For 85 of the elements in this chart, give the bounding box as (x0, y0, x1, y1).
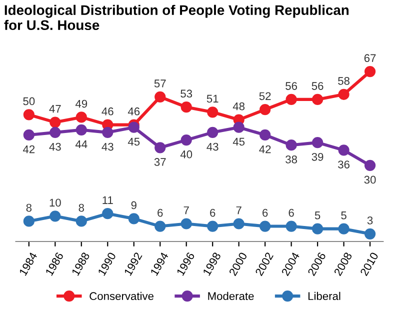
data-label: 11 (102, 196, 113, 204)
data-label: 6 (288, 208, 294, 217)
data-label: 57 (154, 80, 166, 88)
data-label: 50 (23, 97, 35, 106)
point (154, 142, 166, 154)
point (76, 124, 87, 136)
data-label: 37 (154, 158, 166, 166)
data-label: 39 (312, 152, 324, 161)
data-label: 30 (364, 176, 376, 184)
point (23, 216, 34, 227)
data-label: 46 (128, 107, 140, 116)
point (286, 94, 297, 106)
data-label: 48 (232, 102, 245, 110)
data-label: 42 (259, 145, 271, 154)
data-label: 43 (206, 142, 218, 151)
point (364, 66, 376, 78)
point (364, 228, 376, 240)
data-label: 10 (50, 198, 61, 207)
data-label: 43 (49, 142, 61, 151)
point (312, 94, 324, 106)
data-label: 58 (338, 77, 350, 85)
data-label: 38 (286, 156, 298, 164)
point (286, 220, 297, 232)
point (128, 122, 140, 133)
data-label: 51 (206, 94, 218, 103)
point (23, 129, 34, 141)
data-label: 45 (128, 138, 140, 146)
point (180, 134, 192, 146)
point (260, 104, 271, 116)
point (154, 220, 166, 232)
data-label: 42 (22, 145, 35, 154)
data-label: 7 (184, 206, 189, 214)
point (102, 208, 114, 220)
point (50, 210, 61, 222)
data-label: 6 (158, 208, 163, 217)
data-label: 44 (75, 140, 88, 148)
legend-label: Conservative (90, 292, 154, 300)
data-label: 56 (312, 82, 324, 90)
data-label: 8 (26, 204, 32, 212)
point (50, 116, 61, 128)
data-label: 8 (78, 204, 84, 212)
point (260, 129, 271, 141)
data-label: 6 (262, 208, 268, 217)
data-label: 67 (364, 54, 376, 62)
data-label: 40 (180, 150, 192, 158)
point (207, 106, 218, 118)
data-label: 36 (338, 160, 350, 168)
point (76, 216, 87, 227)
point (102, 126, 114, 138)
data-label: 49 (75, 100, 88, 108)
point (233, 218, 244, 230)
data-label: 7 (236, 206, 242, 214)
point (50, 126, 61, 138)
data-label: 46 (102, 107, 114, 116)
data-label: 3 (367, 216, 373, 224)
point (180, 102, 192, 113)
point (338, 144, 350, 156)
data-label: 52 (259, 92, 271, 100)
legend-label: Moderate (208, 292, 254, 300)
point (312, 137, 324, 148)
data-label: 45 (232, 138, 245, 146)
data-label: 6 (210, 208, 216, 217)
point (338, 88, 350, 100)
point (180, 218, 192, 230)
point (286, 140, 297, 151)
data-label: 47 (49, 105, 61, 113)
point (154, 91, 166, 102)
point (23, 109, 34, 120)
point (338, 223, 350, 234)
point (207, 126, 218, 138)
data-label: 9 (131, 201, 136, 210)
point (207, 220, 218, 232)
point (128, 213, 140, 224)
point (260, 220, 271, 232)
point (76, 112, 87, 123)
data-label: 43 (102, 142, 114, 151)
data-label: 53 (180, 90, 192, 98)
legend-label: Liberal (308, 292, 340, 300)
data-label: 5 (341, 212, 346, 220)
chart-title: Ideological Distribution of People Voting Republican for U.S. House (4, 4, 349, 30)
data-label: 56 (286, 82, 298, 90)
point (312, 223, 324, 234)
point (364, 160, 376, 171)
data-label: 5 (314, 212, 320, 220)
point (233, 122, 244, 133)
